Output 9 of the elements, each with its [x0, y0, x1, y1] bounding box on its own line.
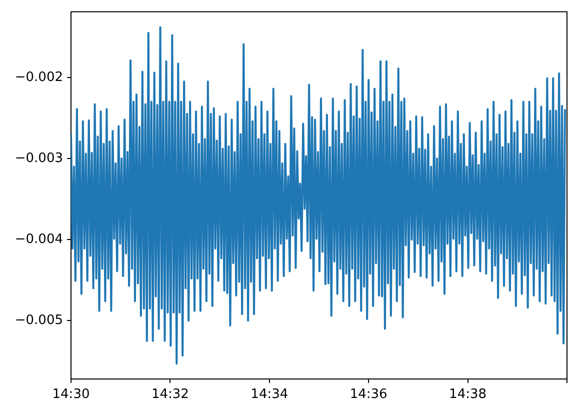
x-tick-label: 14:34 — [250, 387, 288, 402]
y-tick-label: −0.003 — [14, 150, 63, 166]
x-tick-label: 14:30 — [52, 387, 90, 402]
y-tick-label: −0.002 — [14, 70, 63, 85]
y-tick-label: −0.005 — [14, 313, 63, 328]
x-tick-label: 14:36 — [350, 387, 388, 402]
x-tick-label: 14:32 — [151, 387, 189, 402]
x-tick-label: 14:38 — [449, 387, 487, 402]
y-tick-label: −0.004 — [14, 232, 63, 247]
